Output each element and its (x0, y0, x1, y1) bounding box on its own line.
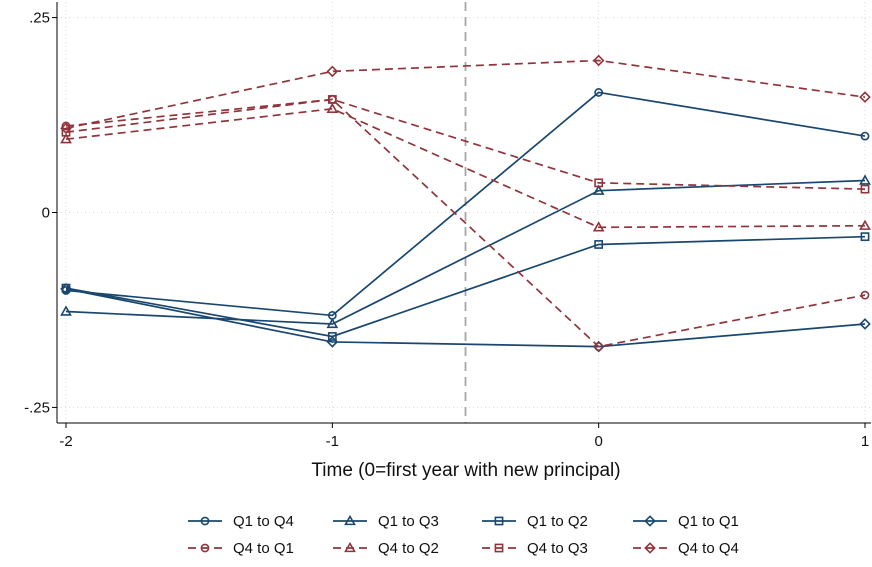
x-tick-label-2: 0 (594, 433, 602, 450)
series-q4-to-q4 (60, 54, 871, 135)
legend-marker-q1-to-q4 (200, 516, 210, 526)
point-q1-to-q4-3 (860, 131, 870, 141)
y-tick-label-2: .25 (29, 10, 50, 27)
point-q1-to-q4-2 (594, 88, 604, 97)
y-tick-label-0: -.25 (24, 399, 50, 416)
point-q1-to-q3-1 (326, 317, 339, 329)
point-q4-to-q2-1 (326, 102, 339, 113)
point-q1-to-q1-3 (859, 318, 871, 330)
point-q1-to-q3-3 (859, 174, 871, 185)
point-q1-to-q2-1 (327, 332, 337, 341)
point-q1-to-q3-0 (60, 305, 72, 316)
legend-item-q1-to-q1: Q1 to Q1 (633, 513, 739, 530)
legend-label-q4-to-q4: Q4 to Q4 (678, 540, 739, 557)
point-q1-to-q2-2 (594, 240, 604, 249)
series-q4-to-q2 (60, 102, 871, 232)
legend-label-q1-to-q4: Q1 to Q4 (233, 513, 294, 530)
series-line-q1-to-q1 (65, 288, 866, 348)
point-q4-to-q3-3 (860, 184, 870, 194)
point-q4-to-q4-3 (859, 91, 871, 103)
series-q1-to-q4 (61, 88, 870, 320)
point-q4-to-q4-2 (592, 54, 605, 67)
legend-item-q1-to-q4: Q1 to Q4 (188, 513, 294, 530)
point-q4-to-q3-1 (327, 95, 337, 104)
legend-marker-q1-to-q1 (644, 515, 656, 527)
point-q4-to-q3-0 (61, 127, 71, 137)
x-tick-label-1: -1 (326, 433, 339, 450)
axes: -.25 0 .25 -2 -1 0 1 (24, 2, 871, 450)
point-q4-to-q4-0 (60, 122, 72, 135)
legend-marker-q1-to-q3 (344, 514, 356, 526)
x-tick-label-3: 1 (861, 433, 869, 450)
x-axis-label: Time (0=first year with new principal) (311, 460, 620, 481)
point-q4-to-q1-3 (860, 290, 870, 300)
point-q1-to-q3-2 (592, 184, 605, 195)
legend-item-q1-to-q2: Q1 to Q2 (482, 513, 588, 530)
legend-label-q1-to-q2: Q1 to Q2 (527, 513, 588, 530)
legend-item-q4-to-q1: Q4 to Q1 (188, 540, 294, 557)
legend-label-q4-to-q1: Q4 to Q1 (233, 540, 294, 557)
legend-marker-q4-to-q4 (644, 542, 656, 554)
series-line-q4-to-q2 (65, 107, 866, 229)
series-line-q4-to-q1 (65, 98, 866, 348)
series-line-q4-to-q4 (65, 59, 866, 130)
point-q1-to-q1-0 (60, 283, 72, 295)
legend-marker-q4-to-q1 (200, 543, 210, 553)
point-q4-to-q2-2 (592, 221, 605, 232)
series-line-q1-to-q2 (65, 235, 866, 338)
point-q4-to-q3-2 (594, 178, 604, 188)
point-q4-to-q4-1 (326, 65, 339, 78)
point-q1-to-q2-3 (860, 232, 870, 242)
legend-marker-q4-to-q2 (344, 541, 356, 553)
legend-item-q4-to-q2: Q4 to Q2 (333, 540, 439, 557)
point-q4-to-q2-3 (859, 219, 871, 230)
series-line-q1-to-q4 (65, 91, 866, 317)
point-q4-to-q2-0 (60, 133, 72, 144)
legend: Q1 to Q4 Q1 to Q3 Q1 to Q2 Q1 to Q1 Q4 to Q1… (188, 513, 739, 557)
legend-item-q4-to-q3: Q4 to Q3 (482, 540, 588, 557)
series-group (60, 54, 871, 353)
legend-label-q1-to-q1: Q1 to Q1 (678, 513, 739, 530)
legend-marker-q4-to-q3 (494, 543, 504, 553)
y-tick-label-1: 0 (42, 205, 50, 222)
legend-label-q1-to-q3: Q1 to Q3 (378, 513, 439, 530)
legend-item-q1-to-q3: Q1 to Q3 (333, 513, 439, 530)
legend-label-q4-to-q3: Q4 to Q3 (527, 540, 588, 557)
x-tick-label-0: -2 (59, 433, 72, 450)
point-q1-to-q1-1 (326, 336, 339, 348)
legend-marker-q1-to-q2 (494, 516, 504, 526)
series-q4-to-q3 (61, 95, 870, 194)
series-line-q4-to-q3 (65, 98, 866, 190)
point-q4-to-q1-0 (61, 121, 71, 131)
legend-item-q4-to-q4: Q4 to Q4 (633, 540, 739, 557)
point-q4-to-q1-2 (594, 342, 604, 351)
legend-label-q4-to-q2: Q4 to Q2 (378, 540, 439, 557)
